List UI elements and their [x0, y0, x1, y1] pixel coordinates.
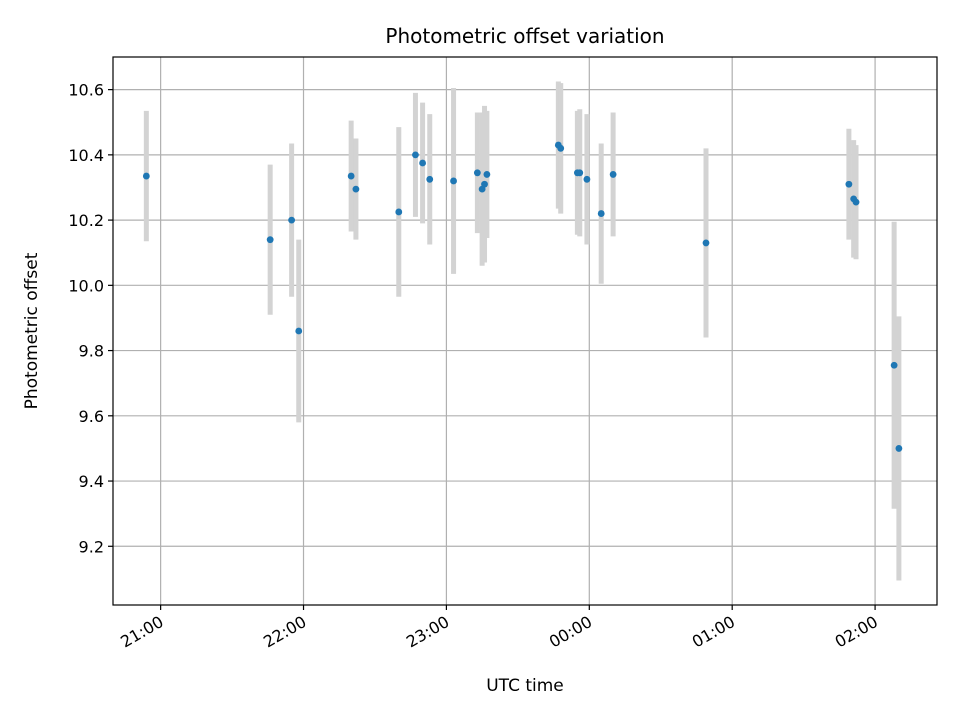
y-tick-label: 10.4 — [68, 146, 104, 165]
y-tick-label: 10.0 — [68, 276, 104, 295]
data-point — [576, 169, 584, 177]
y-tick-label: 9.6 — [79, 407, 104, 426]
data-point — [702, 239, 710, 247]
data-point — [473, 169, 481, 177]
data-point — [142, 172, 150, 180]
data-point — [266, 236, 274, 244]
data-point — [412, 151, 419, 159]
y-tick-label: 10.6 — [68, 81, 104, 100]
y-axis-label: Photometric offset — [22, 252, 42, 409]
data-point — [890, 361, 898, 369]
data-point — [295, 327, 303, 335]
data-point — [583, 175, 591, 183]
y-tick-label: 9.8 — [79, 342, 104, 361]
data-point — [347, 172, 355, 180]
data-point — [845, 180, 853, 188]
chart-title: Photometric offset variation — [385, 24, 664, 48]
data-point — [352, 185, 360, 193]
data-point — [483, 171, 491, 178]
data-point — [852, 198, 860, 206]
data-point — [481, 180, 488, 188]
data-point — [609, 171, 617, 178]
data-point — [419, 159, 426, 167]
data-point — [450, 177, 457, 185]
data-point — [395, 208, 403, 216]
y-tick-label: 9.2 — [79, 537, 104, 556]
data-point — [426, 175, 434, 183]
data-point — [288, 216, 296, 224]
data-points — [142, 141, 903, 452]
data-point — [895, 445, 903, 452]
gridlines — [113, 57, 937, 605]
plot-frame — [112, 56, 938, 606]
x-axis-label: UTC time — [486, 676, 564, 696]
y-tick-label: 9.4 — [79, 472, 104, 491]
y-axis-ticks: 9.2 9.4 9.6 9.8 10.0 10.2 10.4 10.6 — [68, 81, 113, 556]
y-tick-label: 10.2 — [68, 211, 104, 230]
data-point — [597, 210, 605, 217]
data-point — [557, 144, 565, 152]
